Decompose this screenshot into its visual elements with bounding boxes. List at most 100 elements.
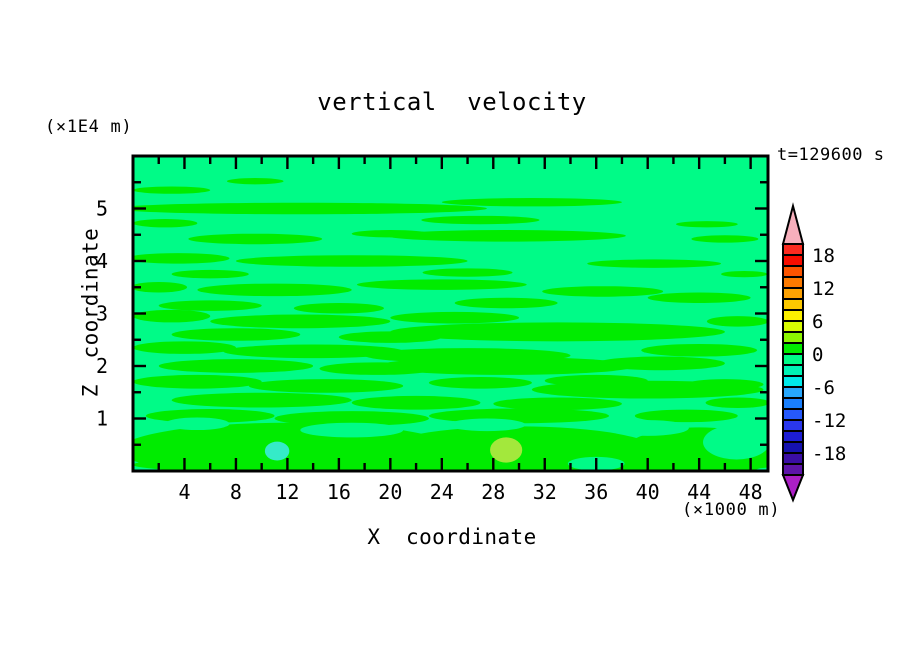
contour-region-green — [133, 341, 236, 354]
contour-region-green — [133, 453, 768, 471]
y-axis-unit-label: (×1E4 m) — [45, 117, 133, 137]
colorbar-cell — [782, 276, 804, 289]
contour-region-green — [293, 303, 384, 314]
colorbar-cell — [782, 408, 804, 421]
contour-region-green — [158, 359, 314, 373]
contour-region-green — [171, 392, 352, 408]
contour-region-green — [675, 221, 738, 228]
contour-region-green — [226, 178, 284, 185]
colorbar-cell — [782, 298, 804, 311]
contour-region-green — [377, 357, 635, 375]
contour-region-green — [210, 314, 391, 329]
contour-region-green — [133, 219, 198, 228]
x-tick-label: 36 — [584, 480, 608, 504]
colorbar-cell — [782, 254, 804, 267]
colorbar-under-arrow — [781, 474, 805, 503]
colorbar-cell — [782, 342, 804, 355]
contour-region-green — [171, 269, 249, 279]
colorbar-cell — [782, 375, 804, 388]
contour-region-green — [171, 328, 301, 341]
colorbar-cell — [782, 441, 804, 454]
contour-region-aqua — [264, 441, 290, 461]
x-axis-unit-label: (×1000 m) — [682, 500, 781, 520]
contour-region-green — [721, 270, 768, 278]
time-stamp-label: t=129600 s — [777, 145, 885, 165]
colorbar-cell — [782, 452, 804, 465]
contour-region-green — [158, 300, 262, 311]
colorbar-cell — [782, 463, 804, 476]
colorbar-cell — [782, 397, 804, 410]
colorbar-over-arrow — [781, 202, 805, 245]
y-tick-label: 3 — [96, 302, 108, 326]
x-tick-label: 16 — [327, 480, 351, 504]
colorbar-tick-label: 0 — [812, 344, 823, 366]
x-tick-label: 44 — [687, 480, 711, 504]
colorbar-cell — [782, 243, 804, 256]
colorbar-cell — [782, 320, 804, 333]
contour-region-green — [428, 377, 532, 389]
x-tick-label: 48 — [739, 480, 763, 504]
colorbar-cell — [782, 287, 804, 300]
colorbar-cell — [782, 309, 804, 322]
contour-region-green — [386, 230, 626, 242]
contour-region-green — [422, 268, 513, 277]
contour-region-green — [133, 282, 188, 293]
y-tick-label: 5 — [96, 197, 108, 221]
x-tick-label: 4 — [178, 480, 190, 504]
contour-region-green — [197, 283, 352, 297]
colorbar-cell — [782, 419, 804, 432]
chart-title: vertical velocity — [317, 88, 587, 116]
contour-region-green — [691, 235, 759, 243]
contour-region-green — [390, 311, 520, 324]
contour-region-green — [248, 379, 404, 393]
x-tick-label: 24 — [430, 480, 454, 504]
contour-region-mint — [300, 422, 404, 438]
contour-region-green — [641, 343, 758, 357]
y-tick-label: 2 — [96, 354, 108, 378]
contour-region-green — [133, 374, 262, 389]
colorbar-cell — [782, 331, 804, 344]
contour-region-green — [531, 380, 764, 399]
colorbar-cell — [782, 430, 804, 443]
colorbar-cell — [782, 353, 804, 366]
colorbar-tick-label: 6 — [812, 311, 823, 333]
x-tick-label: 40 — [636, 480, 660, 504]
contour-region-green — [587, 259, 722, 268]
colorbar-tick-label: 18 — [812, 245, 835, 267]
contour-region-green — [634, 409, 738, 423]
contour-region-green — [274, 411, 429, 426]
colorbar-tick-label: -12 — [812, 410, 846, 432]
x-tick-label: 32 — [533, 480, 557, 504]
contour-region-green — [705, 397, 768, 408]
contour-region-green — [188, 233, 323, 245]
colorbar-tick-label: -6 — [812, 377, 835, 399]
colorbar-tick-label: 12 — [812, 278, 835, 300]
x-tick-label: 12 — [275, 480, 299, 504]
contour-region-mint — [448, 418, 526, 432]
colorbar-tick-label: -18 — [812, 443, 846, 465]
contour-region-green — [421, 215, 540, 225]
x-tick-label: 20 — [378, 480, 402, 504]
contour-region-mint — [165, 417, 230, 431]
contour-region-green — [441, 198, 622, 207]
contour-region-mint — [703, 424, 768, 460]
contour-region-mint — [606, 420, 689, 436]
contour-region-green — [706, 316, 768, 327]
contour-features — [133, 178, 768, 471]
colorbar-cell — [782, 364, 804, 377]
contour-region-green — [390, 322, 725, 342]
contour-region-green — [223, 344, 404, 359]
y-tick-label: 1 — [96, 407, 108, 431]
plot-frame — [131, 154, 770, 473]
contour-region-green — [647, 292, 751, 303]
contour-region-green — [133, 186, 211, 194]
x-axis-title: X coordinate — [367, 525, 537, 549]
contour-region-green — [235, 255, 468, 267]
contour-region-green — [133, 202, 487, 215]
contour-region-yellowgreen — [490, 437, 523, 463]
contour-region-green — [338, 331, 442, 343]
x-tick-label: 28 — [481, 480, 505, 504]
contour-region-green — [596, 356, 725, 371]
y-tick-label: 4 — [96, 249, 108, 273]
